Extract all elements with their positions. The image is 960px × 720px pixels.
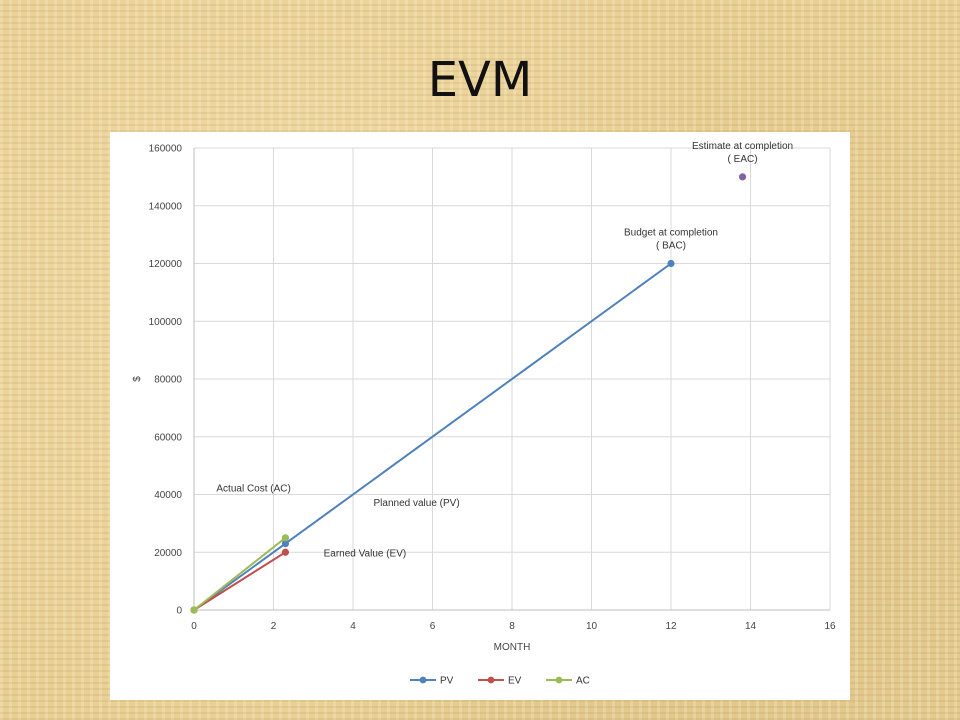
y-tick-label: 0	[176, 606, 182, 617]
y-tick-label: 120000	[149, 259, 183, 270]
point-3-data-point	[738, 173, 747, 181]
x-tick-label: 4	[350, 621, 356, 632]
y-tick-label: 60000	[154, 432, 182, 443]
chart-axes: 0 20000 40000 60000 80000 100000 120000 140000 1…	[149, 144, 836, 633]
legend-ev-label: EV	[508, 676, 522, 687]
chart-legend: PV EV AC	[410, 676, 590, 687]
chart-series	[190, 173, 747, 614]
ac-data-point	[281, 534, 290, 542]
annotation-line: ( BAC)	[656, 241, 686, 252]
legend-ac-marker	[555, 676, 563, 684]
y-tick-label: 100000	[149, 317, 183, 328]
x-tick-label: 6	[430, 621, 436, 632]
x-tick-label: 8	[509, 621, 515, 632]
x-tick-label: 14	[745, 621, 757, 632]
annotation-line: Earned Value (EV)	[324, 549, 407, 560]
ac-data-point	[190, 606, 198, 614]
legend-pv-marker	[419, 676, 427, 684]
legend-ev-marker	[487, 676, 495, 684]
y-tick-label: 80000	[154, 375, 182, 386]
x-axis-title: MONTH	[494, 642, 531, 653]
legend-pv-label: PV	[440, 676, 454, 687]
annotation-line: ( EAC)	[728, 154, 758, 165]
x-tick-label: 12	[665, 621, 677, 632]
annotation-line: Actual Cost (AC)	[216, 484, 290, 495]
chart-annotations: Estimate at completion ( EAC) Budget at co…	[216, 141, 793, 560]
annotation-label: Actual Cost (AC)	[216, 484, 290, 495]
ev-data-point	[281, 548, 290, 556]
pv-data-point	[281, 539, 290, 548]
x-tick-label: 2	[271, 621, 277, 632]
y-tick-label: 20000	[154, 548, 182, 559]
x-tick-label: 16	[824, 621, 836, 632]
ac-series-line	[193, 537, 287, 611]
y-tick-label: 140000	[149, 201, 183, 212]
y-tick-label: 160000	[149, 144, 183, 155]
legend-ac-label: AC	[576, 676, 590, 687]
slide-title: EVM	[427, 52, 533, 108]
pv-data-point	[667, 259, 675, 268]
evm-chart: 0 20000 40000 60000 80000 100000 120000 140000 1…	[132, 141, 836, 687]
y-tick-label: 40000	[154, 490, 182, 501]
x-tick-label: 0	[191, 621, 197, 632]
x-tick-label: 10	[586, 621, 598, 632]
y-axis-title: $	[132, 376, 143, 382]
annotation-line: Planned value (PV)	[374, 498, 460, 509]
annotation-label: Planned value (PV)	[374, 498, 460, 509]
annotation-line: Estimate at completion	[692, 141, 793, 152]
annotation-label: Earned Value (EV)	[324, 549, 407, 560]
annotation-line: Budget at completion	[624, 228, 718, 239]
chart-panel: 0 20000 40000 60000 80000 100000 120000 140000 1…	[110, 132, 850, 700]
annotation-label: Estimate at completion ( EAC)	[692, 141, 793, 165]
ev-series-line	[193, 551, 286, 611]
annotation-label: Budget at completion ( BAC)	[624, 228, 718, 252]
